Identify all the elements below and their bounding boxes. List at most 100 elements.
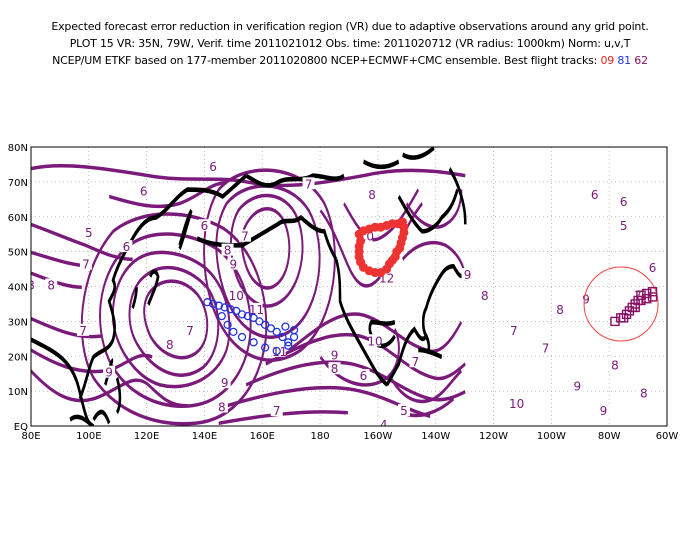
contour-label-bg	[377, 418, 390, 426]
contour-label-bg	[45, 278, 58, 291]
track-62-point	[630, 302, 640, 313]
contour-label: 7	[186, 324, 194, 338]
track-81-point	[217, 311, 226, 321]
contour-label: 9	[221, 376, 229, 390]
track-81-point	[249, 313, 258, 323]
contour-label-bg	[103, 365, 116, 378]
lon-tick-label: 140W	[421, 431, 450, 442]
contour-label-bg	[120, 240, 133, 253]
contour-label-bg	[510, 397, 523, 410]
contour-label-bg	[366, 187, 379, 200]
contour-label: 6	[140, 184, 148, 198]
contour-9e	[390, 369, 462, 404]
coast-kamchatka	[178, 208, 193, 251]
track-62-point	[647, 292, 658, 302]
contour-label-bg	[221, 243, 234, 256]
lat-tick-label: 50N	[8, 248, 28, 259]
contour-label-bg	[632, 288, 645, 301]
contour-7w	[31, 271, 82, 289]
coast-indonesia	[69, 409, 111, 426]
contour-label-bg	[646, 261, 659, 274]
track-81-point	[243, 311, 252, 321]
contour-label-bg	[409, 355, 422, 368]
contour-lines	[31, 163, 467, 426]
contour-label-bg	[79, 257, 92, 270]
contour-label-bg	[250, 302, 263, 315]
contour-11b	[230, 193, 304, 308]
contour-label-bg	[617, 219, 630, 232]
contour-label: 10	[509, 397, 524, 411]
contour-label-bg	[302, 177, 315, 190]
contour-label: 9	[574, 380, 582, 394]
contour-label-bg	[597, 404, 610, 417]
contour-label-bg	[539, 341, 552, 354]
track-81-point	[220, 303, 229, 312]
lat-tick-label: 10N	[8, 387, 28, 398]
track-81-point	[237, 332, 247, 342]
contour-label-bg	[397, 404, 410, 417]
contour-10b	[215, 184, 321, 339]
coast-arctic	[245, 173, 345, 188]
contour-11	[143, 279, 209, 360]
track-81-point	[232, 306, 241, 316]
contour-label: 9	[600, 404, 608, 418]
contour-label-bg	[369, 334, 382, 347]
contour-label: 6	[201, 219, 209, 233]
contour-label-bg	[184, 323, 196, 336]
contour-label: 9	[105, 366, 113, 380]
track-81-point	[203, 298, 212, 307]
contour-label: 8	[166, 338, 174, 352]
track-81-point	[223, 320, 232, 330]
contour-6n	[31, 163, 466, 188]
coast-japan	[131, 269, 160, 310]
track-81-point	[261, 343, 270, 352]
vr-contour-label: 9	[582, 292, 590, 306]
track-81-point	[272, 327, 281, 336]
contour-8c	[288, 312, 463, 354]
contour-label: 8	[331, 362, 339, 376]
contour-label: 7	[305, 177, 313, 191]
contour-label-bg	[270, 404, 283, 417]
contour-label: 6	[123, 240, 131, 254]
contour-label-bg	[77, 323, 90, 336]
lat-tick-label: 40N	[8, 283, 28, 294]
track-81-point	[214, 301, 224, 310]
contour-label: 7	[412, 355, 420, 369]
lon-tick-label: 60W	[656, 431, 679, 442]
axis-tick-labels: 80E 100E 120E 140E 160E 180 160W 140W 120W 100W 80…	[8, 143, 679, 442]
contour-label: 5	[85, 226, 93, 240]
contour-label-bg	[198, 219, 211, 232]
contour-4c	[218, 410, 348, 425]
contour-label: 8	[481, 289, 489, 303]
track-81-point	[261, 320, 270, 330]
lat-tick-label: EQ	[14, 422, 28, 433]
lat-tick-label: 70N	[8, 178, 28, 189]
contour-label: 10	[229, 289, 244, 303]
contour-label-bg	[31, 278, 37, 291]
contour-label: 10	[367, 334, 382, 348]
contour-label-bg	[82, 226, 95, 239]
track-81-point	[284, 341, 293, 350]
contour-5ec	[405, 189, 463, 229]
track-81-point	[249, 338, 258, 347]
track-81-point	[289, 325, 299, 335]
contour-10e	[319, 327, 400, 387]
title-line-3: NCEP/UM ETKF based on 177-member 2011020…	[0, 54, 700, 67]
lon-tick-label: 80E	[21, 431, 40, 442]
verification-region-circle	[583, 266, 659, 342]
contour-label: 7	[273, 404, 281, 418]
track-09-point	[356, 236, 366, 246]
contour-label-bg	[357, 369, 370, 382]
coast-na-east	[386, 264, 467, 387]
contour-6nn	[109, 180, 227, 209]
coast-alaska	[196, 214, 338, 261]
coast-hudson	[397, 188, 459, 234]
coast-caribbean	[418, 347, 443, 360]
track-81-point	[266, 324, 276, 333]
contour-label: 6	[591, 188, 599, 202]
contour-label-bg	[507, 323, 520, 336]
contour-label: 8	[640, 387, 648, 401]
contour-label-bg	[238, 229, 251, 242]
